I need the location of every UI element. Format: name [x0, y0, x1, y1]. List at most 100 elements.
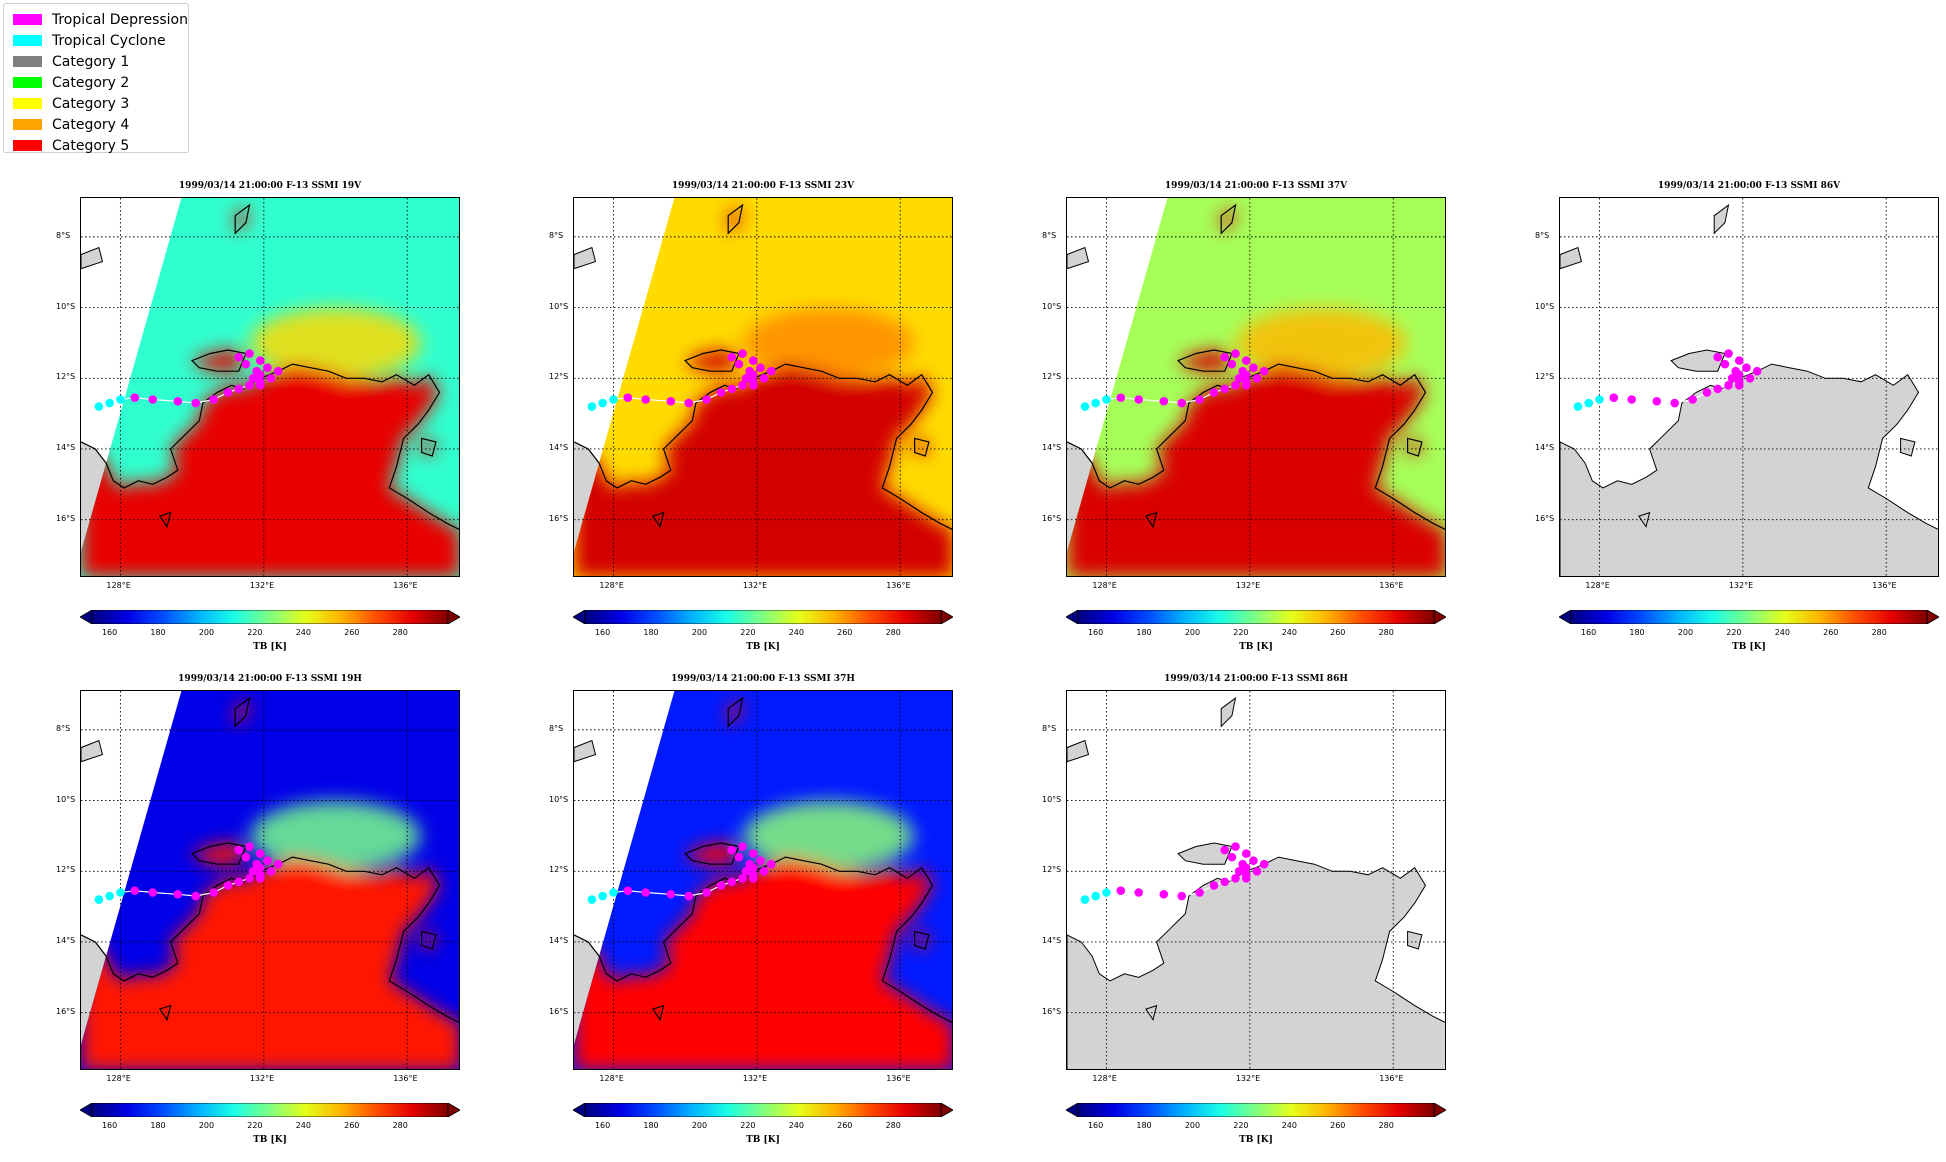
legend-label: Category 2 — [52, 74, 130, 91]
tropical-depression-point — [1159, 396, 1169, 406]
tropical-depression-point — [263, 856, 272, 865]
colorbar-tick-label: 180 — [1136, 1121, 1152, 1130]
colorbar-label: TB [K] — [1239, 642, 1273, 652]
colorbar-tick-label: 260 — [837, 1121, 853, 1130]
tropical-depression-point — [1195, 888, 1204, 897]
tropical-depression-point — [1220, 352, 1230, 362]
tropical-depression-point — [1724, 349, 1733, 358]
storm-category-legend: Tropical Depression Tropical Cyclone Categ… — [3, 3, 189, 156]
tropical-cyclone-point — [1584, 398, 1593, 408]
tropical-depression-point — [1241, 874, 1251, 883]
tropical-depression-point — [234, 352, 244, 362]
colorbar-tick-label: 220 — [247, 1121, 263, 1130]
colorbar-tick-label: 240 — [295, 628, 311, 637]
tropical-depression-point — [1252, 373, 1262, 383]
colorbar-label: TB [K] — [253, 1135, 287, 1145]
colorbar-label: TB [K] — [746, 642, 780, 652]
latitude-tick-label: 14°S — [1042, 442, 1062, 452]
legend-label: Tropical Cyclone — [52, 32, 166, 49]
colorbar-tick-label: 260 — [1823, 628, 1839, 637]
tropical-depression-point — [641, 395, 650, 404]
tropical-depression-point — [1231, 874, 1240, 883]
island-shape — [1220, 696, 1237, 728]
colorbar — [573, 1103, 953, 1117]
tropical-depression-point — [727, 384, 737, 394]
colorbar-tick-label: 160 — [1087, 1121, 1104, 1130]
tropical-cyclone-point — [1573, 402, 1583, 411]
island-shape — [1900, 437, 1916, 457]
tropical-depression-point — [734, 852, 744, 862]
tropical-depression-point — [738, 842, 747, 851]
longitude-tick-label: 136°E — [886, 581, 911, 590]
legend-entry: Category 2 — [13, 72, 188, 93]
latitude-tick-label: 12°S — [1042, 372, 1062, 382]
tropical-depression-point — [727, 352, 737, 362]
colorbar-tick-label: 240 — [1281, 628, 1297, 637]
colorbar-tick-label: 240 — [1281, 1121, 1297, 1130]
longitude-tick-label: 132°E — [249, 1074, 275, 1083]
longitude-tick-label: 132°E — [1728, 581, 1754, 590]
longitude-tick-label: 132°E — [742, 581, 768, 590]
legend-entry: Category 5 — [13, 135, 188, 156]
panel-title: 1999/03/14 21:00:00 F-13 SSMI 37H — [671, 674, 855, 684]
tropical-depression-point — [245, 349, 254, 358]
tropical-depression-point — [1209, 388, 1219, 397]
tropical-cyclone-point — [1102, 888, 1111, 897]
colorbar-tick-label: 240 — [788, 1121, 804, 1130]
tropical-depression-point — [1713, 384, 1723, 394]
longitude-tick-label: 132°E — [1235, 581, 1261, 590]
tropical-depression-point — [1227, 359, 1237, 369]
colorbar-tick-label: 220 — [1233, 1121, 1249, 1130]
tropical-depression-point — [173, 396, 183, 406]
tropical-depression-point — [255, 356, 265, 365]
tropical-depression-point — [1231, 349, 1240, 358]
longitude-tick-label: 128°E — [1092, 1074, 1117, 1083]
latitude-tick-label: 12°S — [56, 865, 76, 875]
tropical-depression-point — [748, 381, 758, 390]
tropical-depression-point — [1209, 881, 1219, 890]
island-shape — [1560, 246, 1583, 270]
colorbar-tick-label: 180 — [150, 1121, 166, 1130]
latitude-tick-label: 10°S — [1042, 301, 1062, 311]
tropical-depression-point — [263, 363, 272, 372]
colorbar — [1066, 610, 1446, 624]
tropical-depression-point — [255, 849, 265, 858]
legend-swatch — [13, 14, 42, 25]
tropical-cyclone-point — [105, 398, 114, 408]
tropical-depression-point — [1234, 373, 1244, 383]
tropical-depression-point — [1259, 366, 1269, 376]
colorbar-label: TB [K] — [253, 642, 287, 652]
colorbar — [573, 610, 953, 624]
tropical-depression-point — [641, 888, 650, 897]
colorbar-tick-label: 180 — [1136, 628, 1152, 637]
tropical-depression-point — [1249, 856, 1258, 865]
map-panel — [573, 690, 953, 1070]
colorbar-tick-label: 180 — [643, 1121, 659, 1130]
island-shape — [1067, 739, 1090, 763]
tropical-depression-point — [738, 874, 747, 883]
tropical-depression-point — [738, 381, 747, 390]
map-panel — [80, 197, 460, 577]
longitude-tick-label: 128°E — [599, 1074, 624, 1083]
latitude-tick-label: 14°S — [1535, 442, 1555, 452]
tropical-depression-point — [1688, 395, 1697, 404]
colorbar-tick-label: 220 — [1233, 628, 1249, 637]
colorbar-tick-label: 280 — [392, 628, 408, 637]
latitude-tick-label: 10°S — [549, 301, 569, 311]
tropical-depression-point — [209, 395, 218, 404]
tropical-depression-point — [702, 888, 711, 897]
legend-entry: Tropical Cyclone — [13, 30, 188, 51]
tropical-depression-point — [241, 359, 251, 369]
tropical-depression-point — [748, 874, 758, 883]
colorbar-tick-label: 180 — [643, 628, 659, 637]
tropical-cyclone-point — [1102, 395, 1111, 404]
longitude-tick-label: 128°E — [599, 581, 624, 590]
legend-swatch — [13, 56, 42, 67]
tropical-depression-point — [266, 866, 276, 876]
tropical-depression-point — [1713, 352, 1723, 362]
tropical-depression-point — [1231, 381, 1240, 390]
tropical-depression-point — [248, 866, 258, 876]
longitude-tick-label: 136°E — [1872, 581, 1897, 590]
longitude-tick-label: 128°E — [1585, 581, 1610, 590]
colorbar-label: TB [K] — [746, 1135, 780, 1145]
